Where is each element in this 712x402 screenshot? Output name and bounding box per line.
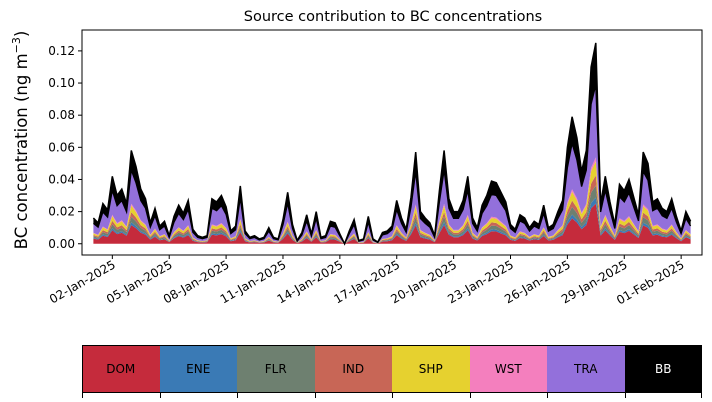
y-tick-label: 0.02 [48, 205, 75, 219]
legend-tick [237, 393, 238, 398]
y-tick-label: 0.06 [48, 140, 75, 154]
plot-frame [81, 29, 703, 256]
legend-item-dom: DOM [82, 345, 160, 393]
series-line-total [92, 42, 692, 246]
legend-item-ene: ENE [159, 345, 237, 393]
plot-area [81, 29, 703, 256]
legend-tick [469, 393, 471, 398]
area-series-flr [93, 185, 691, 244]
legend-tick [392, 393, 393, 398]
legend-tick [314, 393, 316, 398]
legend-item-ind: IND [314, 345, 392, 393]
x-axis: 02-Jan-202505-Jan-202508-Jan-202511-Jan-… [47, 255, 687, 307]
chart-title: Source contribution to BC concentrations [244, 9, 542, 25]
area-series-shp [93, 161, 691, 244]
area-series-dom [93, 203, 691, 244]
legend-tick [159, 393, 161, 398]
legend-item-shp: SHP [392, 345, 470, 393]
legend-item-tra: TRA [547, 345, 625, 393]
legend-tick [547, 393, 548, 398]
y-tick-label: 0.04 [48, 172, 75, 186]
legend-item-wst: WST [469, 345, 547, 393]
area-series-tra [93, 85, 691, 244]
legend-tick [701, 393, 702, 398]
area-series-bb [93, 42, 691, 244]
legend-tick [82, 393, 83, 398]
y-axis: 0.00 0.02 0.04 0.06 0.08 0.10 0.12 [48, 44, 82, 251]
legend-tick [624, 393, 626, 398]
y-tick-label: 0.00 [48, 237, 75, 251]
y-tick-label: 0.12 [48, 44, 75, 58]
legend-item-bb: BB [624, 345, 702, 393]
y-tick-label: 0.08 [48, 108, 75, 122]
y-tick-label: 0.10 [48, 76, 75, 90]
y-axis-label: BC concentration (ng m−3) [10, 31, 31, 250]
legend-item-flr: FLR [237, 345, 315, 393]
series-line-tra-top [92, 84, 692, 246]
